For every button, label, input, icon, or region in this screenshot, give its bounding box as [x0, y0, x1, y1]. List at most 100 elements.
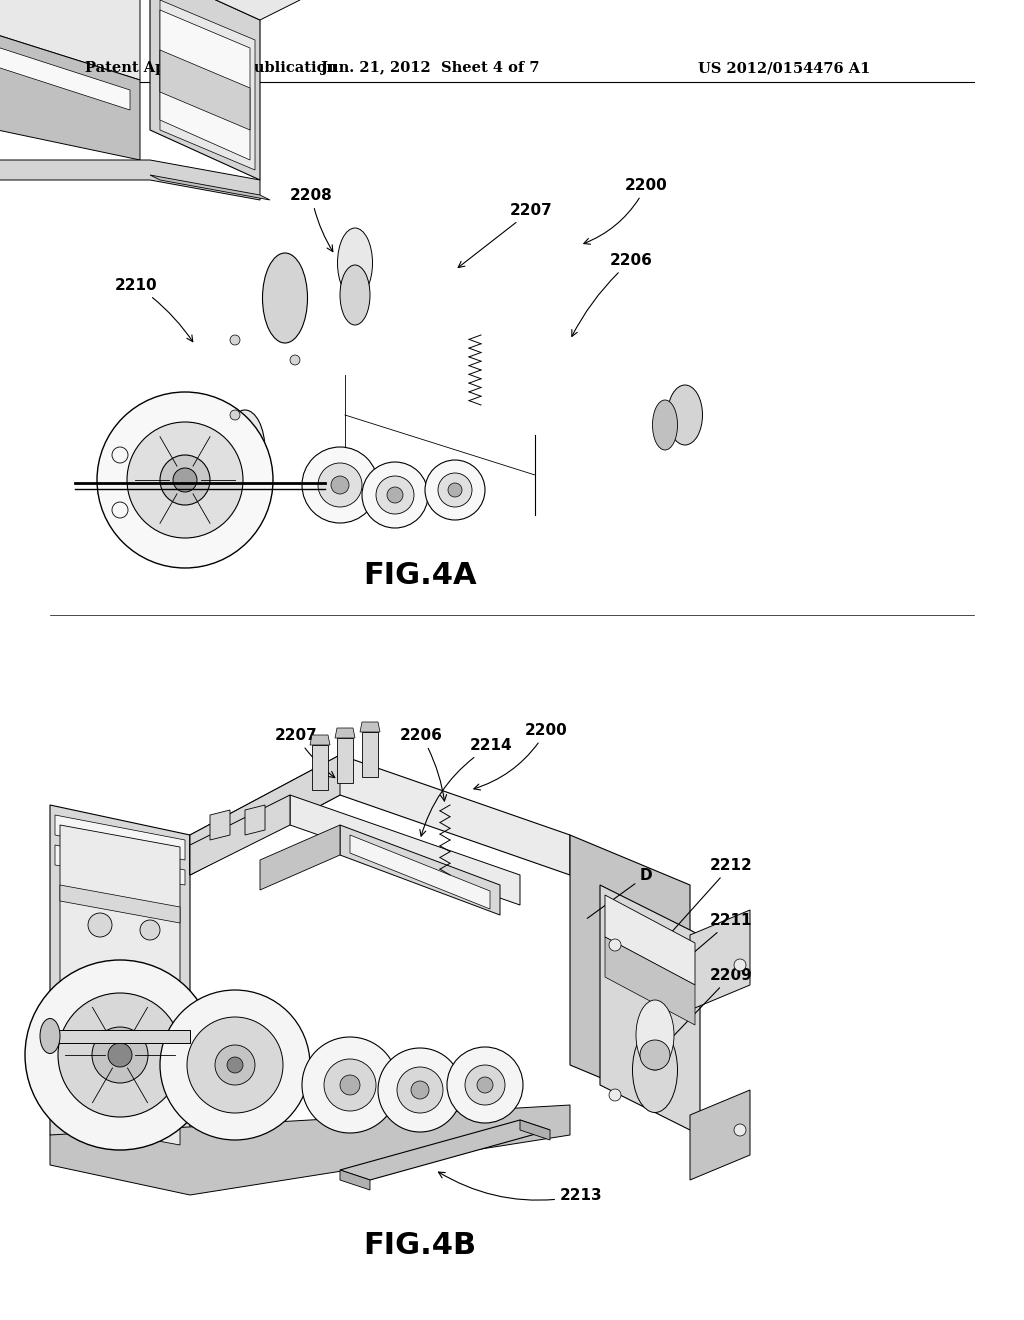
Circle shape	[447, 1047, 523, 1123]
Ellipse shape	[110, 414, 160, 545]
Polygon shape	[160, 50, 250, 129]
Polygon shape	[50, 805, 190, 1166]
Polygon shape	[690, 909, 750, 1010]
Ellipse shape	[636, 1001, 674, 1071]
Polygon shape	[210, 810, 230, 840]
Circle shape	[108, 1043, 132, 1067]
Polygon shape	[190, 755, 570, 875]
Ellipse shape	[652, 400, 678, 450]
Circle shape	[302, 447, 378, 523]
Polygon shape	[360, 722, 380, 733]
Circle shape	[378, 1048, 462, 1133]
Polygon shape	[245, 805, 265, 836]
Polygon shape	[60, 884, 180, 923]
Polygon shape	[0, 160, 260, 201]
Polygon shape	[605, 895, 695, 985]
Circle shape	[438, 473, 472, 507]
Text: 2211: 2211	[653, 913, 753, 987]
Circle shape	[160, 455, 210, 506]
Circle shape	[411, 1081, 429, 1100]
Circle shape	[127, 422, 243, 539]
Ellipse shape	[338, 228, 373, 298]
Polygon shape	[600, 884, 700, 1135]
Text: D: D	[587, 869, 652, 919]
Circle shape	[609, 939, 621, 950]
Circle shape	[318, 463, 362, 507]
Circle shape	[734, 960, 746, 972]
Circle shape	[477, 1077, 493, 1093]
Text: 2200: 2200	[474, 723, 567, 789]
Circle shape	[376, 477, 414, 513]
Polygon shape	[362, 733, 378, 777]
Text: 2200: 2200	[584, 178, 668, 244]
Ellipse shape	[40, 1019, 60, 1053]
Circle shape	[215, 1045, 255, 1085]
Text: 2206: 2206	[571, 253, 653, 337]
Circle shape	[302, 1038, 398, 1133]
Polygon shape	[290, 795, 520, 906]
Circle shape	[230, 335, 240, 345]
Text: 2213: 2213	[438, 1172, 603, 1203]
Circle shape	[230, 411, 240, 420]
Polygon shape	[605, 937, 695, 1026]
Text: 2207: 2207	[275, 729, 335, 777]
Text: 2212: 2212	[663, 858, 753, 942]
Circle shape	[734, 1125, 746, 1137]
Circle shape	[88, 913, 112, 937]
Circle shape	[324, 1059, 376, 1111]
Circle shape	[173, 469, 197, 492]
Text: FIG.4B: FIG.4B	[364, 1230, 476, 1259]
Polygon shape	[160, 11, 250, 160]
Circle shape	[58, 993, 182, 1117]
Circle shape	[160, 990, 310, 1140]
Circle shape	[227, 1057, 243, 1073]
Circle shape	[331, 477, 349, 494]
Polygon shape	[335, 729, 355, 738]
Circle shape	[25, 960, 215, 1150]
Polygon shape	[0, 0, 140, 81]
Text: 2209: 2209	[663, 968, 753, 1047]
Polygon shape	[150, 0, 300, 20]
Circle shape	[362, 462, 428, 528]
Text: 2206: 2206	[400, 729, 446, 801]
Polygon shape	[150, 0, 260, 180]
Circle shape	[609, 1089, 621, 1101]
Polygon shape	[0, 20, 140, 160]
Circle shape	[112, 502, 128, 517]
Polygon shape	[350, 836, 490, 909]
Circle shape	[140, 920, 160, 940]
Text: US 2012/0154476 A1: US 2012/0154476 A1	[697, 61, 870, 75]
Polygon shape	[50, 1105, 570, 1195]
Polygon shape	[60, 825, 180, 1144]
Circle shape	[465, 1065, 505, 1105]
Ellipse shape	[633, 1027, 678, 1113]
Polygon shape	[337, 738, 353, 783]
Polygon shape	[160, 0, 255, 170]
Polygon shape	[55, 814, 185, 861]
Polygon shape	[340, 825, 500, 915]
Polygon shape	[520, 1119, 550, 1140]
Ellipse shape	[340, 265, 370, 325]
Polygon shape	[570, 836, 690, 1115]
Polygon shape	[260, 825, 340, 890]
Circle shape	[187, 1016, 283, 1113]
Polygon shape	[0, 36, 130, 110]
Polygon shape	[50, 1030, 190, 1043]
Circle shape	[340, 1074, 360, 1096]
Polygon shape	[340, 1170, 370, 1191]
Text: Jun. 21, 2012  Sheet 4 of 7: Jun. 21, 2012 Sheet 4 of 7	[321, 61, 540, 75]
Circle shape	[640, 1040, 670, 1071]
Text: FIG.4A: FIG.4A	[364, 561, 477, 590]
Circle shape	[397, 1067, 443, 1113]
Circle shape	[387, 487, 403, 503]
Ellipse shape	[262, 253, 307, 343]
Polygon shape	[55, 845, 185, 884]
Text: 2207: 2207	[458, 203, 553, 268]
Text: Patent Application Publication: Patent Application Publication	[85, 61, 337, 75]
Circle shape	[425, 459, 485, 520]
Ellipse shape	[668, 385, 702, 445]
Polygon shape	[150, 176, 270, 201]
Text: 2208: 2208	[290, 187, 333, 252]
Polygon shape	[190, 755, 340, 875]
Circle shape	[449, 483, 462, 498]
